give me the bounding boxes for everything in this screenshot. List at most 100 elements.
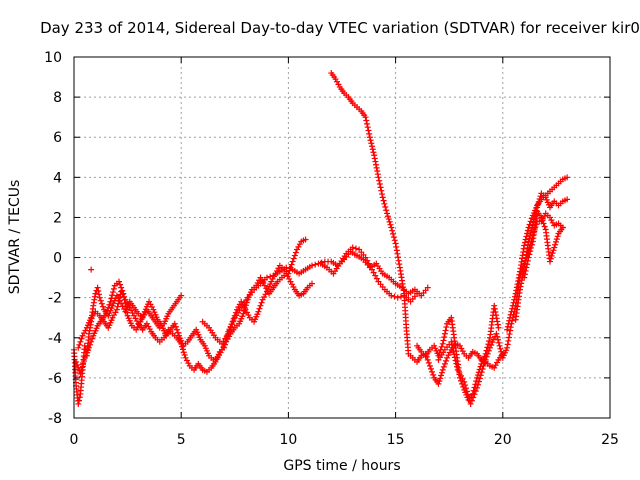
data-point xyxy=(75,344,82,351)
data-point xyxy=(438,343,445,350)
data-point xyxy=(468,397,475,404)
data-point xyxy=(290,255,297,262)
data-point xyxy=(97,297,104,304)
data-point xyxy=(506,317,513,324)
data-point xyxy=(535,198,542,205)
data-point xyxy=(525,254,532,261)
data-point xyxy=(521,271,528,278)
data-point xyxy=(370,149,377,156)
data-point xyxy=(76,397,83,404)
y-tick-label: 6 xyxy=(53,130,62,146)
data-point xyxy=(504,344,511,351)
data-point xyxy=(476,375,483,382)
x-tick-label: 20 xyxy=(494,432,512,448)
data-point xyxy=(376,177,383,184)
data-point xyxy=(76,341,83,348)
data-point xyxy=(385,216,392,223)
data-point xyxy=(302,236,309,243)
data-point xyxy=(178,292,185,299)
data-point xyxy=(371,152,378,159)
data-point xyxy=(171,320,178,327)
data-point xyxy=(257,302,264,309)
data-point xyxy=(521,274,528,281)
data-point xyxy=(106,301,113,308)
data-point xyxy=(382,204,389,211)
data-point xyxy=(116,297,123,304)
data-point xyxy=(527,218,534,225)
data-point xyxy=(439,340,446,347)
data-point xyxy=(495,324,502,331)
data-point xyxy=(372,272,379,279)
data-point xyxy=(512,290,519,297)
y-axis-label: SDTVAR / TECUs xyxy=(7,180,23,295)
data-point xyxy=(78,367,85,374)
data-point xyxy=(362,254,369,261)
data-point xyxy=(539,217,546,224)
data-point xyxy=(485,347,492,354)
data-point xyxy=(371,155,378,162)
data-point xyxy=(230,317,237,324)
data-point xyxy=(523,233,530,240)
data-point xyxy=(478,369,485,376)
data-point xyxy=(381,200,388,207)
data-point xyxy=(390,230,397,237)
data-point xyxy=(457,372,464,379)
data-point xyxy=(383,207,390,214)
data-point xyxy=(450,348,457,355)
data-point xyxy=(507,327,514,334)
data-point xyxy=(241,307,248,314)
data-point xyxy=(364,257,371,264)
data-point xyxy=(364,120,371,127)
data-point xyxy=(75,400,82,407)
data-point xyxy=(493,315,500,322)
data-point xyxy=(372,161,379,168)
data-point xyxy=(564,196,571,203)
data-point xyxy=(516,286,523,293)
data-point xyxy=(515,274,522,281)
data-point xyxy=(122,300,129,307)
data-point xyxy=(508,308,515,315)
data-point xyxy=(481,359,488,366)
data-point xyxy=(470,394,477,401)
data-point xyxy=(459,375,466,382)
data-point xyxy=(509,305,516,312)
data-point xyxy=(498,348,505,355)
data-point xyxy=(95,287,102,294)
data-point xyxy=(86,344,93,351)
data-point xyxy=(369,266,376,273)
data-point xyxy=(496,342,503,349)
data-point xyxy=(362,114,369,121)
data-point xyxy=(393,243,400,250)
data-point xyxy=(374,168,381,175)
data-point xyxy=(88,266,95,273)
data-point xyxy=(77,370,84,377)
data-point xyxy=(391,293,398,300)
data-point xyxy=(452,357,459,364)
data-point xyxy=(94,284,101,291)
data-point xyxy=(554,233,561,240)
data-point xyxy=(367,263,374,270)
data-point xyxy=(525,224,532,231)
data-point xyxy=(524,227,531,234)
data-point xyxy=(388,224,395,231)
data-point xyxy=(507,311,514,318)
data-point xyxy=(463,388,470,395)
data-point xyxy=(541,223,548,230)
data-point xyxy=(524,257,531,264)
y-tick-label: 4 xyxy=(53,170,62,186)
data-point xyxy=(352,245,359,252)
data-point xyxy=(388,292,395,299)
data-point xyxy=(464,391,471,398)
data-point xyxy=(113,306,120,313)
data-point xyxy=(394,294,401,301)
data-point xyxy=(437,375,444,382)
data-point xyxy=(364,124,371,131)
data-points xyxy=(71,70,571,407)
data-point xyxy=(438,369,445,376)
data-point xyxy=(491,302,498,309)
data-point xyxy=(521,239,528,246)
data-point xyxy=(349,244,356,251)
data-point xyxy=(172,323,179,330)
data-point xyxy=(181,352,188,359)
